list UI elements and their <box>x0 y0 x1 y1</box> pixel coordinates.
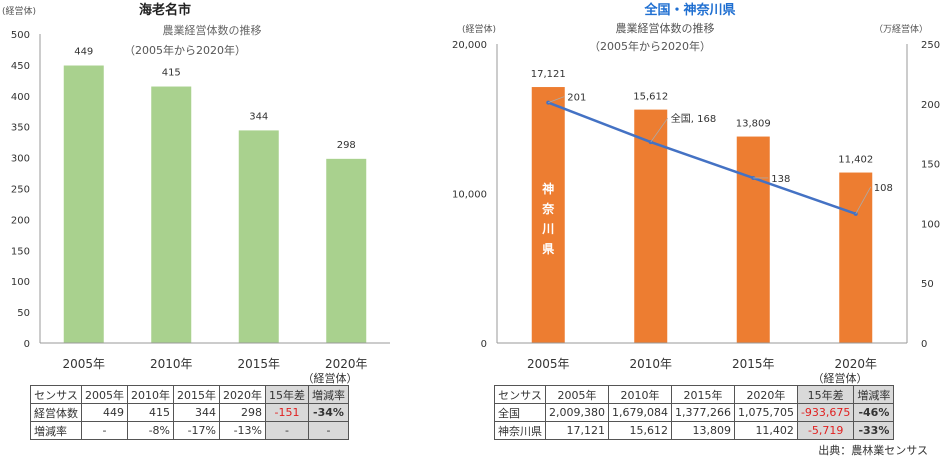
table-cell: 415 <box>127 403 174 422</box>
bar <box>151 86 192 343</box>
header-cell: 増減率 <box>308 385 349 404</box>
header-cell: 2020年 <box>219 385 266 404</box>
data-table-national: センサス 2005年 2010年 2015年 2020年 15年差 増減率 全国… <box>494 385 895 440</box>
y-tick-label: 350 <box>11 123 30 134</box>
table-cell: -933,675 <box>796 403 855 422</box>
chart-subtitle: 農業経営体数の推移 <box>163 23 262 37</box>
source-note: 出典：農林業センサス <box>818 444 928 457</box>
table-row: 経営体数 449 415 344 298 -151 -34% <box>30 403 349 422</box>
table-cell: - <box>81 421 128 440</box>
y-tick-label: 150 <box>11 246 30 257</box>
y-tick-label: 300 <box>11 154 30 165</box>
y-tick-label: 400 <box>11 92 30 103</box>
header-cell: センサス <box>30 385 82 404</box>
table-cell: -34% <box>308 403 349 422</box>
table-cell: 1,377,266 <box>670 403 735 422</box>
table-cell: 1,075,705 <box>733 403 798 422</box>
table-cell: 1,679,084 <box>607 403 672 422</box>
table-cell: -5,719 <box>796 421 855 440</box>
y-tick-label: 100 <box>11 277 30 288</box>
header-cell: 2010年 <box>607 385 672 404</box>
table-cell: 298 <box>219 403 266 422</box>
y-axis-label: (経営体) <box>2 5 36 17</box>
x-tick-label: 2010年 <box>150 357 193 371</box>
table-cell: 2,009,380 <box>545 403 609 422</box>
table-row: 神奈川県 17,121 15,612 13,809 11,402 -5,719 … <box>494 421 895 440</box>
header-cell: 2010年 <box>127 385 174 404</box>
header-cell: 15年差 <box>265 385 309 404</box>
bar-value-label: 298 <box>337 140 356 151</box>
table-row: 増減率 - -8% -17% -13% - - <box>30 421 349 440</box>
y-tick-label: 200 <box>11 215 30 226</box>
header-cell: センサス <box>494 385 546 404</box>
bar <box>63 65 104 343</box>
y-tick-label: 50 <box>17 308 30 319</box>
y-tick-label: 450 <box>11 61 30 72</box>
row-label: 神奈川県 <box>494 421 546 440</box>
table-cell: -17% <box>173 421 220 440</box>
x-tick-label: 2020年 <box>325 357 368 371</box>
y-tick-label: 250 <box>11 185 30 196</box>
header-cell: 2020年 <box>733 385 798 404</box>
table-cell: -33% <box>853 421 895 440</box>
bar <box>326 158 367 343</box>
table-cell: 15,612 <box>607 421 672 440</box>
x-unit-label: （経営体） <box>303 371 358 385</box>
table-cell: - <box>308 421 349 440</box>
header-cell: 増減率 <box>853 385 895 404</box>
table-cell: - <box>265 421 309 440</box>
x-tick-label: 2005年 <box>62 357 105 371</box>
table-cell: -13% <box>219 421 266 440</box>
header-cell: 2005年 <box>545 385 609 404</box>
y-tick-label: 0 <box>24 339 30 350</box>
data-table-ebina: センサス 2005年 2010年 2015年 2020年 15年差 増減率 経営… <box>30 385 349 440</box>
row-label: 全国 <box>494 403 546 422</box>
chart-title: 海老名市 <box>139 2 191 18</box>
header-cell: 2015年 <box>173 385 220 404</box>
header-cell: 15年差 <box>796 385 855 404</box>
table-row: 全国 2,009,380 1,679,084 1,377,266 1,075,7… <box>494 403 895 422</box>
table-cell: 11,402 <box>733 421 798 440</box>
bar-value-label: 344 <box>249 111 268 122</box>
y-tick-label: 500 <box>11 30 30 41</box>
table-cell: 13,809 <box>670 421 735 440</box>
bar-value-label: 449 <box>74 47 93 58</box>
row-label: 増減率 <box>30 421 82 440</box>
bar <box>238 130 279 343</box>
table-cell: -151 <box>265 403 309 422</box>
row-label: 経営体数 <box>30 403 82 422</box>
table-cell: 449 <box>81 403 128 422</box>
table-cell: -8% <box>127 421 174 440</box>
header-cell: 2015年 <box>670 385 735 404</box>
header-cell: 2005年 <box>81 385 128 404</box>
table-cell: 344 <box>173 403 220 422</box>
chart-period: （2005年から2020年） <box>124 43 246 57</box>
table-cell: 17,121 <box>545 421 609 440</box>
table-cell: -46% <box>853 403 895 422</box>
table-header-row: センサス 2005年 2010年 2015年 2020年 15年差 増減率 <box>30 385 349 404</box>
table-header-row: センサス 2005年 2010年 2015年 2020年 15年差 増減率 <box>494 385 895 404</box>
x-tick-label: 2015年 <box>237 357 280 371</box>
bar-value-label: 415 <box>162 68 181 79</box>
